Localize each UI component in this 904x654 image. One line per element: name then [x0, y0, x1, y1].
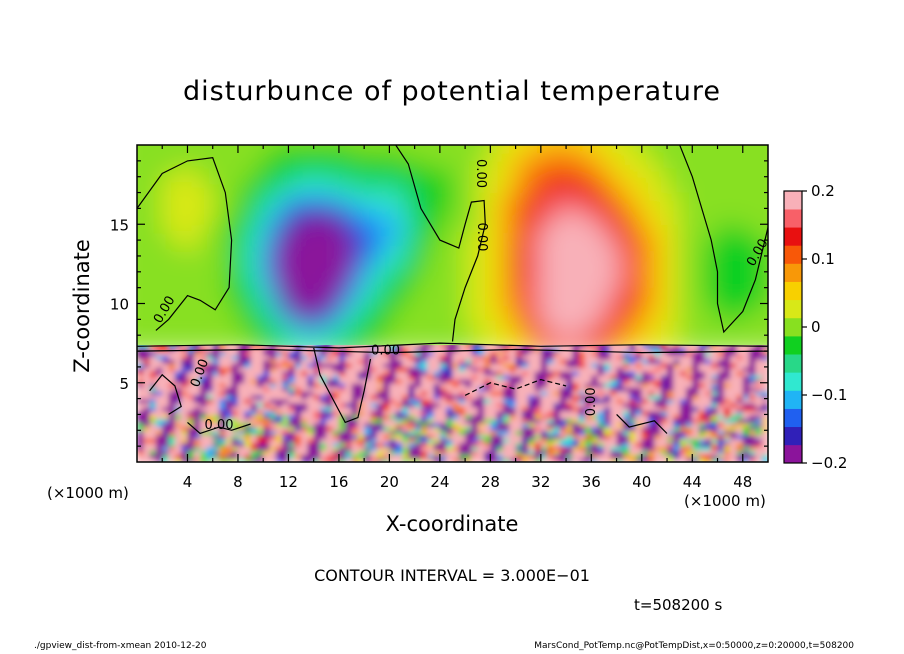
colorbar-segment [784, 209, 802, 228]
footer-right-text: MarsCond_PotTemp.nc@PotTempDist,x=0:5000… [534, 641, 854, 651]
contour-label: 0.00 [584, 387, 599, 416]
colorbar-segment [784, 281, 802, 301]
colorbar-segment [784, 245, 802, 264]
x-tick-label: 16 [329, 473, 348, 491]
x-tick-label: 4 [183, 473, 193, 491]
contour-label: 0.00 [473, 159, 488, 188]
x-axis-label: X-coordinate [385, 512, 519, 536]
x-axis-unit-right: (×1000 m) [684, 492, 766, 510]
y-tick-label: 5 [119, 375, 129, 393]
x-tick-label: 24 [430, 473, 449, 491]
contour-line [137, 157, 233, 331]
x-tick-label: 32 [531, 473, 550, 491]
heatmap-field: 0.000.000.00 0.000.000.000.000.00 [137, 145, 768, 462]
colorbar-label: −0.2 [811, 454, 847, 472]
colorbar-segment [784, 390, 802, 409]
contour-label: 0.00 [371, 344, 400, 359]
colorbar-label: 0.1 [811, 250, 835, 268]
x-axis: 4 8 12 16 20 24 28 32 36 40 44 48 [161, 145, 752, 491]
colorbar-segment [784, 408, 802, 428]
contour-lines [137, 145, 768, 435]
chart-title: disturbunce of potential temperature [183, 76, 721, 107]
x-tick-label: 12 [279, 473, 298, 491]
contour-line [679, 145, 768, 334]
footer-left-text: ./gpview_dist-from-xmean 2010-12-20 [34, 641, 207, 651]
contour-label: 0.00 [474, 222, 489, 251]
colorbar-segment [784, 354, 802, 373]
contour-line [187, 421, 251, 435]
colorbar-label: −0.1 [811, 386, 847, 404]
colorbar-segment [784, 299, 802, 319]
colorbar-segment [784, 444, 802, 464]
contour-line [616, 413, 668, 434]
colorbar-segment [784, 263, 802, 282]
colorbar-segment [784, 372, 802, 391]
colorbar-label: 0.2 [811, 182, 835, 200]
x-axis-unit-left: (×1000 m) [47, 484, 129, 502]
x-tick-label: 8 [233, 473, 243, 491]
lower-field [137, 345, 768, 462]
colorbar: 0.2 0.1 0 −0.1 −0.2 [783, 182, 847, 472]
x-tick-label: 48 [733, 473, 752, 491]
colorbar-segment [784, 227, 802, 246]
contour-line [149, 373, 182, 415]
contour-line [137, 348, 768, 354]
colorbar-segment [784, 336, 802, 355]
x-tick-label: 28 [481, 473, 500, 491]
y-axis: 5 10 15 [110, 160, 768, 447]
time-label: t=508200 s [634, 596, 723, 614]
x-tick-label: 36 [582, 473, 601, 491]
contour-line [464, 378, 567, 396]
contour-line [137, 342, 768, 349]
colorbar-segment [784, 426, 802, 446]
contour-line [313, 347, 372, 424]
colorbar-label: 0 [811, 318, 821, 336]
x-tick-label: 40 [632, 473, 651, 491]
x-tick-label: 20 [380, 473, 399, 491]
contour-label: 0.00 [205, 418, 234, 433]
colorbar-segment [784, 191, 802, 210]
y-tick-label: 15 [110, 216, 129, 234]
y-tick-label: 10 [110, 296, 129, 314]
y-axis-label: Z-coordinate [70, 239, 94, 373]
contour-line [395, 145, 486, 342]
contour-interval-text: CONTOUR INTERVAL = 3.000E−01 [314, 566, 590, 585]
colorbar-segment [784, 317, 802, 337]
x-tick-label: 44 [683, 473, 702, 491]
